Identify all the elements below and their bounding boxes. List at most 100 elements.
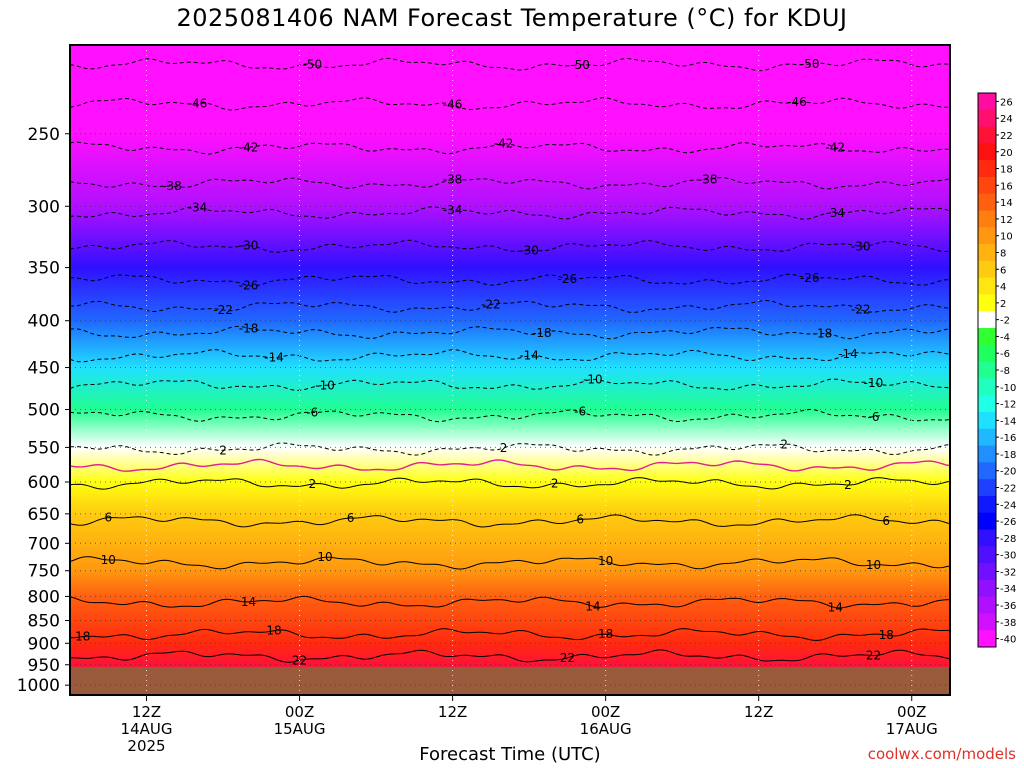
contour-label: 6 <box>347 511 355 525</box>
y-tick-label: 700 <box>28 534 60 554</box>
contour-label: 2 <box>500 441 508 455</box>
contour-label: -6 <box>867 410 879 424</box>
contour-line <box>70 514 950 528</box>
x-tick-label: 12Z <box>438 703 467 721</box>
colorbar-swatch <box>978 294 996 312</box>
chart-title: 2025081406 NAM Forecast Temperature (°C)… <box>176 4 848 32</box>
contour-label: -42 <box>825 140 845 154</box>
colorbar-label: 26 <box>1000 97 1013 108</box>
contour-label: -14 <box>838 347 858 361</box>
colorbar-label: -8 <box>1000 366 1010 377</box>
y-tick-label: 800 <box>28 587 60 607</box>
y-tick-label: 950 <box>28 656 60 676</box>
colorbar-label: -16 <box>1000 433 1016 444</box>
contour-label: -38 <box>698 172 718 186</box>
contour-label: 2 <box>219 443 227 457</box>
contour-label: 6 <box>882 514 890 528</box>
contour-line <box>70 273 950 287</box>
colorbar-label: -32 <box>1000 567 1016 578</box>
contour-line <box>70 442 950 456</box>
contour-line <box>70 177 950 190</box>
contour-line <box>70 325 950 340</box>
colorbar-label: -14 <box>1000 416 1016 427</box>
contour-label: 10 <box>317 550 332 564</box>
contour-label: 2 <box>308 477 316 491</box>
contour-label: -50 <box>303 57 323 71</box>
contour-label: 2 <box>844 478 852 492</box>
colorbar-swatch <box>978 596 996 614</box>
colorbar-swatch <box>978 495 996 514</box>
colorbar-label: 10 <box>1000 232 1013 243</box>
contour-label: -42 <box>494 137 514 151</box>
contour-label: 18 <box>266 624 281 638</box>
gridlines <box>70 45 950 695</box>
colorbar-swatch <box>978 563 996 581</box>
colorbar-label: -20 <box>1000 467 1016 478</box>
contour-label: -46 <box>443 98 463 112</box>
colorbar-swatch <box>978 613 996 631</box>
contour-label: 18 <box>598 627 613 641</box>
x-tick-label: 12Z <box>744 703 773 721</box>
colorbar-swatch <box>978 462 996 480</box>
colorbar-label: -2 <box>1000 316 1010 327</box>
contour-line <box>70 458 950 472</box>
contour-label: 6 <box>104 511 112 525</box>
colorbar-label: -26 <box>1000 517 1016 528</box>
colorbar-label: 18 <box>1000 165 1013 176</box>
contour-label: -18 <box>239 321 259 335</box>
contour-label: -50 <box>800 57 820 71</box>
colorbar-swatch <box>978 546 996 564</box>
contour-label: 14 <box>241 595 256 609</box>
plot-frame <box>69 44 951 696</box>
contour-labels: -50 -50 -50 -46 -46 -46 -42 -42 -42 -38 -38 -38 -34 -… <box>75 57 894 667</box>
contour-label: 18 <box>75 630 90 644</box>
colorbar-swatch <box>978 529 996 547</box>
colorbar-swatch <box>978 227 996 245</box>
contour-label: -50 <box>570 58 590 72</box>
y-tick-label: 850 <box>28 612 60 632</box>
contour-line <box>70 299 950 313</box>
colorbar-label: -22 <box>1000 484 1016 495</box>
contour-label: -46 <box>787 95 807 109</box>
contour-label: -46 <box>188 96 208 110</box>
colorbar-swatch <box>978 210 996 228</box>
colorbar-label: 20 <box>1000 148 1013 159</box>
y-tick-label: 750 <box>28 562 60 582</box>
colorbar-label: -40 <box>1000 635 1016 646</box>
contour-line <box>70 408 950 423</box>
colorbar-swatch <box>978 328 996 346</box>
colorbar-label: 6 <box>1000 265 1006 276</box>
contour-label: -30 <box>851 239 871 253</box>
contour-label: 14 <box>828 601 843 615</box>
colorbar-swatch <box>978 260 996 279</box>
colorbar-swatch <box>978 244 996 262</box>
colorbar-label: 4 <box>1000 282 1006 293</box>
x-tick-label: 2025 <box>127 737 165 755</box>
x-tick-label: 00Z <box>897 703 926 721</box>
colorbar-swatch <box>978 378 996 396</box>
contour-label: -30 <box>519 243 539 257</box>
colorbar-swatch <box>978 93 996 111</box>
y-tick-label: 350 <box>28 259 60 279</box>
colorbar-label: -10 <box>1000 383 1016 394</box>
colorbar-label: -12 <box>1000 400 1016 411</box>
colorbar-label: 24 <box>1000 114 1013 125</box>
y-tick-label: 600 <box>28 473 60 493</box>
contour-label: -10 <box>315 378 335 392</box>
y-tick-label: 550 <box>28 438 60 458</box>
colorbar-label: 8 <box>1000 248 1006 259</box>
contour-line <box>70 595 950 609</box>
y-axis: 2503003504004505005506006507007508008509… <box>17 125 70 696</box>
contour-line <box>70 97 950 111</box>
contour-label: -34 <box>188 200 208 214</box>
contour-label: 22 <box>292 653 307 667</box>
contour-line <box>70 141 950 155</box>
contour-label: -22 <box>851 303 871 317</box>
contour-label: -14 <box>519 349 539 363</box>
colorbar-swatch <box>978 109 996 127</box>
colorbar-swatch <box>978 311 996 329</box>
contour-label: 2 <box>780 437 788 451</box>
contour-label: -6 <box>574 404 586 418</box>
